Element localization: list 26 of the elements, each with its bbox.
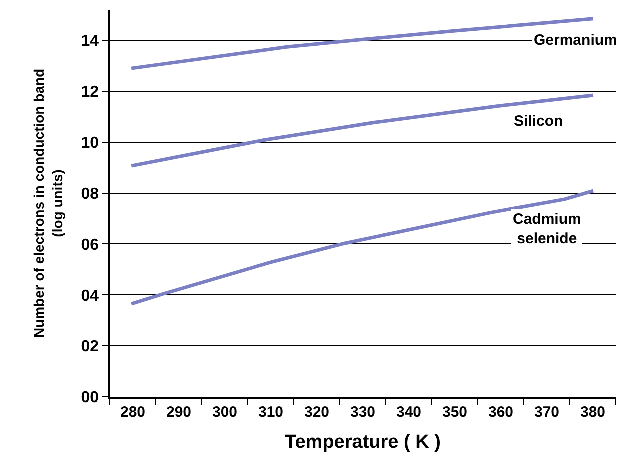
x-tick-label: 280 — [120, 404, 146, 421]
x-tick-label: 330 — [350, 404, 376, 421]
series-label: Silicon — [514, 113, 564, 130]
x-tick-label: 320 — [304, 404, 330, 421]
y-tick-label: 00 — [81, 390, 100, 407]
line-series — [130, 189, 596, 306]
x-tick-label: 310 — [258, 404, 284, 421]
x-axis-title: Temperature ( K ) — [285, 432, 441, 454]
x-tick-label: 370 — [534, 404, 560, 421]
x-tick-label: 300 — [212, 404, 238, 421]
x-tick-label: 380 — [580, 404, 606, 421]
x-tick-label: 350 — [442, 404, 468, 421]
y-tick-label: 02 — [81, 338, 100, 356]
y-tick-label: 14 — [81, 33, 100, 50]
y-tick-label: 12 — [81, 84, 100, 102]
x-tick-label: 360 — [488, 404, 514, 421]
series-label: Germanium — [534, 32, 618, 49]
y-axis-title: Number of electrons in conduction band (log units) — [31, 68, 66, 338]
line-series — [130, 94, 596, 168]
y-tick-label: 08 — [81, 186, 100, 203]
y-tick-label: 06 — [81, 236, 100, 254]
series-label: Cadmium selenide — [513, 211, 582, 248]
x-tick-label: 290 — [166, 404, 192, 421]
y-tick-label: 04 — [81, 288, 100, 305]
y-tick-label: 10 — [81, 134, 100, 152]
x-tick-label: 340 — [396, 404, 422, 421]
